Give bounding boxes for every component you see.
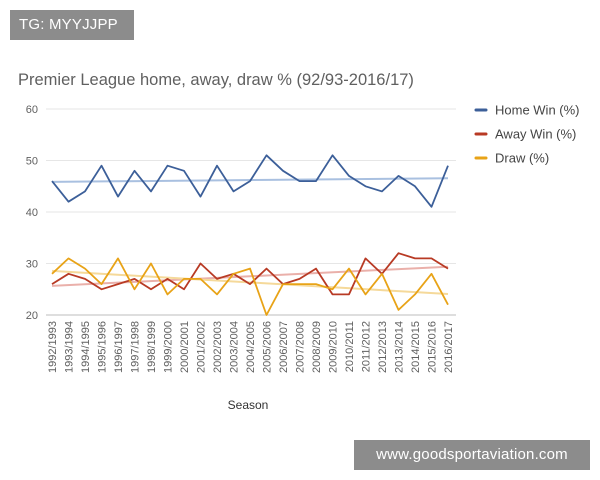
trend-lines bbox=[51, 177, 449, 296]
y-tick-60: 60 bbox=[26, 104, 38, 116]
x-tick-2014-2015: 2014/2015 bbox=[410, 321, 422, 373]
x-tick-1998-1999: 1998/1999 bbox=[146, 321, 158, 373]
x-tick-1992-1993: 1992/1993 bbox=[47, 321, 59, 373]
x-tick-2006-2007: 2006/2007 bbox=[278, 321, 290, 373]
x-tick-1994-1995: 1994/1995 bbox=[80, 321, 92, 373]
x-tick-labels: 1992/1993 1993/1994 1994/1995 1995/1996 1996… bbox=[47, 321, 455, 373]
trend-line-2 bbox=[51, 269, 449, 296]
legend: Home Win (%) Away Win (%) Draw (%) bbox=[474, 103, 580, 166]
x-tick-2010-2011: 2010/2011 bbox=[344, 321, 356, 372]
legend-label-1: Away Win (%) bbox=[495, 127, 576, 142]
y-tick-40: 40 bbox=[26, 207, 38, 219]
series-lines bbox=[51, 154, 449, 316]
x-tick-2005-2006: 2005/2006 bbox=[262, 321, 274, 373]
x-tick-2002-2003: 2002/2003 bbox=[212, 321, 224, 373]
x-tick-2004-2005: 2004/2005 bbox=[245, 321, 257, 373]
x-tick-2001-2002: 2001/2002 bbox=[196, 321, 208, 373]
x-tick-2012-2013: 2012/2013 bbox=[377, 321, 389, 373]
x-tick-1999-2000: 1999/2000 bbox=[163, 321, 175, 373]
series-line-2 bbox=[51, 257, 449, 316]
x-tick-2009-2010: 2009/2010 bbox=[328, 321, 340, 373]
series-line-0 bbox=[51, 154, 449, 208]
x-tick-2011-2012: 2011/2012 bbox=[361, 321, 373, 372]
tag-badge: TG: MYYJJPP bbox=[10, 10, 134, 40]
legend-label-2: Draw (%) bbox=[495, 151, 549, 166]
x-tick-1995-1996: 1995/1996 bbox=[97, 321, 109, 373]
x-tick-1996-1997: 1996/1997 bbox=[113, 321, 125, 373]
x-tick-2015-2016: 2015/2016 bbox=[427, 321, 439, 373]
chart-title: Premier League home, away, draw % (92/93… bbox=[18, 71, 414, 89]
x-tick-1993-1994: 1993/1994 bbox=[64, 321, 76, 373]
x-axis-title: Season bbox=[228, 398, 269, 412]
legend-label-0: Home Win (%) bbox=[495, 103, 580, 118]
x-tick-2013-2014: 2013/2014 bbox=[394, 321, 406, 373]
watermark: www.goodsportaviation.com bbox=[354, 440, 590, 470]
y-tick-20: 20 bbox=[26, 310, 38, 322]
y-tick-30: 30 bbox=[26, 259, 38, 271]
x-tick-1997-1998: 1997/1998 bbox=[130, 321, 142, 373]
x-tick-2000-2001: 2000/2001 bbox=[179, 321, 191, 373]
trend-line-1 bbox=[51, 265, 449, 287]
x-tick-2007-2008: 2007/2008 bbox=[295, 321, 307, 373]
y-tick-50: 50 bbox=[26, 156, 38, 168]
x-tick-2008-2009: 2008/2009 bbox=[311, 321, 323, 373]
grid-lines bbox=[46, 108, 456, 316]
x-tick-2003-2004: 2003/2004 bbox=[229, 321, 241, 373]
y-tick-labels: 20 30 40 50 60 bbox=[26, 104, 38, 322]
x-tick-2016-2017: 2016/2017 bbox=[443, 321, 455, 373]
